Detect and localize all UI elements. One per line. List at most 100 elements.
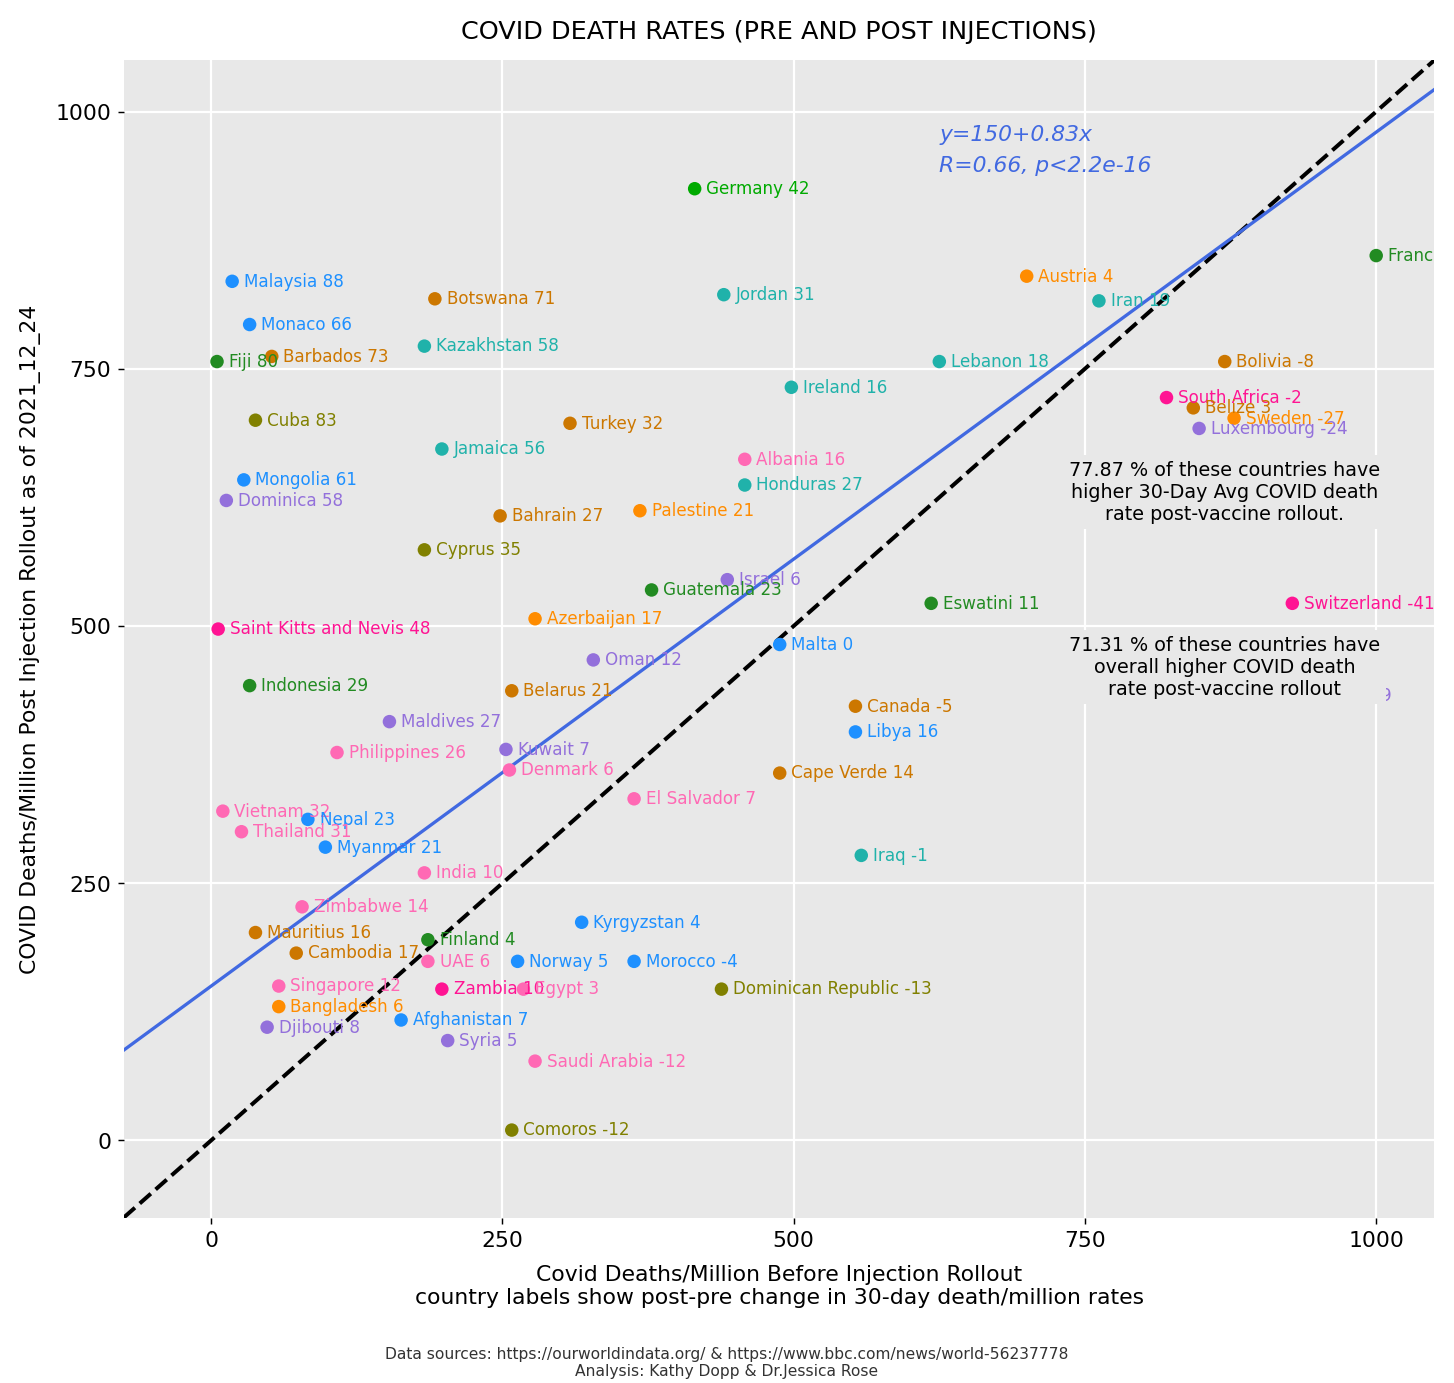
Text: Cambodia 17: Cambodia 17 [308,945,419,963]
Point [230,820,253,842]
Point [238,675,262,697]
Text: Bangladesh 6: Bangladesh 6 [291,997,404,1015]
Text: R=0.66, p<2.2e-16: R=0.66, p<2.2e-16 [939,155,1152,176]
Point [268,975,291,997]
Point [582,649,605,671]
Text: Dominican Republic -13: Dominican Republic -13 [733,981,932,999]
Point [494,739,518,761]
Text: Syria 5: Syria 5 [459,1032,518,1050]
Point [506,950,529,972]
Point [238,314,262,336]
Title: COVID DEATH RATES (PRE AND POST INJECTIONS): COVID DEATH RATES (PRE AND POST INJECTIO… [461,19,1096,44]
Point [570,911,593,934]
Text: Eswatini 11: Eswatini 11 [942,595,1040,613]
Point [1234,685,1258,707]
Text: 77.87 % of these countries have
higher 30-Day Avg COVID death
rate post-vaccine : 77.87 % of these countries have higher 3… [1069,461,1380,524]
Point [1182,397,1205,419]
Text: Ireland 16: Ireland 16 [803,379,887,397]
Point [430,438,454,461]
Point [233,469,256,491]
Point [211,801,234,823]
Point [413,862,436,884]
Text: Vietnam 32: Vietnam 32 [234,802,332,820]
Point [215,490,238,512]
Text: Dominica 58: Dominica 58 [238,492,343,510]
Text: Turkey 32: Turkey 32 [582,415,663,433]
Point [413,335,436,357]
Point [489,505,512,527]
Point [297,809,320,831]
Point [768,633,791,656]
Text: Malta 0: Malta 0 [791,636,853,654]
Text: Zimbabwe 14: Zimbabwe 14 [314,898,429,916]
Point [326,741,349,763]
Point [244,409,268,431]
Text: Zambia 10: Zambia 10 [454,981,544,999]
Text: 71.31 % of these countries have
overall higher COVID death
rate post-vaccine rol: 71.31 % of these countries have overall … [1069,636,1380,698]
Point [268,996,291,1018]
Text: Singapore 12: Singapore 12 [291,978,401,996]
Text: Finland 4: Finland 4 [439,931,515,949]
Text: Kuwait 7: Kuwait 7 [518,740,589,759]
Point [1188,418,1211,440]
Text: Canada -5: Canada -5 [867,697,952,715]
Text: Guatemala 23: Guatemala 23 [663,581,782,599]
Text: Austria 4: Austria 4 [1038,267,1114,285]
Point [849,845,872,867]
Text: Djibouti 8: Djibouti 8 [279,1018,359,1036]
Point [512,978,535,1000]
Text: Oman 12: Oman 12 [605,651,682,669]
Point [1213,351,1236,373]
Text: Cyprus 35: Cyprus 35 [436,541,521,559]
Point [558,412,582,434]
Text: Thailand 31: Thailand 31 [253,823,352,841]
Text: Iran 19: Iran 19 [1111,292,1170,310]
Text: Sweden -27: Sweden -27 [1246,409,1345,427]
Point [291,896,314,918]
Point [423,288,446,310]
Point [416,929,439,952]
Point [500,680,523,703]
Point [712,284,736,306]
Point [733,448,756,470]
Text: Netherlands -39: Netherlands -39 [1258,687,1391,705]
Point [779,376,803,398]
Point [260,346,284,368]
Text: Data sources: https://ourworldindata.org/ & https://www.bbc.com/news/world-56237: Data sources: https://ourworldindata.org… [385,1347,1069,1379]
Text: Bahrain 27: Bahrain 27 [512,508,603,526]
Text: Maldives 27: Maldives 27 [401,712,502,730]
Text: Lebanon 18: Lebanon 18 [951,353,1048,371]
Point [285,942,308,964]
Text: Morocco -4: Morocco -4 [646,953,737,971]
Point [523,1050,547,1072]
Text: Israel 6: Israel 6 [739,571,801,589]
Text: Botswana 71: Botswana 71 [446,290,555,308]
Text: Palestine 21: Palestine 21 [651,502,753,520]
Point [843,696,867,718]
Point [1223,408,1246,430]
Point [221,271,244,293]
Point [1154,387,1178,409]
Text: Malaysia 88: Malaysia 88 [244,272,343,290]
Point [628,499,651,521]
Text: El Salvador 7: El Salvador 7 [646,790,756,808]
Y-axis label: COVID Deaths/Million Post Injection Rollout as of 2021_12_24: COVID Deaths/Million Post Injection Roll… [20,304,41,974]
Text: y=150+0.83x: y=150+0.83x [939,124,1092,145]
Text: Luxembourg -24: Luxembourg -24 [1211,419,1348,437]
Text: South Africa -2: South Africa -2 [1178,389,1301,407]
Point [919,592,942,614]
Text: Libya 16: Libya 16 [867,723,938,741]
Text: Kyrgyzstan 4: Kyrgyzstan 4 [593,913,701,931]
Text: Saint Kitts and Nevis 48: Saint Kitts and Nevis 48 [230,620,430,638]
Text: Nepal 23: Nepal 23 [320,810,394,828]
Text: Monaco 66: Monaco 66 [262,315,352,333]
Text: Cuba 83: Cuba 83 [268,412,337,430]
Point [314,837,337,859]
Point [378,711,401,733]
Text: Iraq -1: Iraq -1 [872,846,928,864]
Point [497,759,521,781]
Point [843,721,867,743]
Point [1364,245,1387,267]
Text: Belize 3: Belize 3 [1205,400,1271,418]
Point [1015,266,1038,288]
